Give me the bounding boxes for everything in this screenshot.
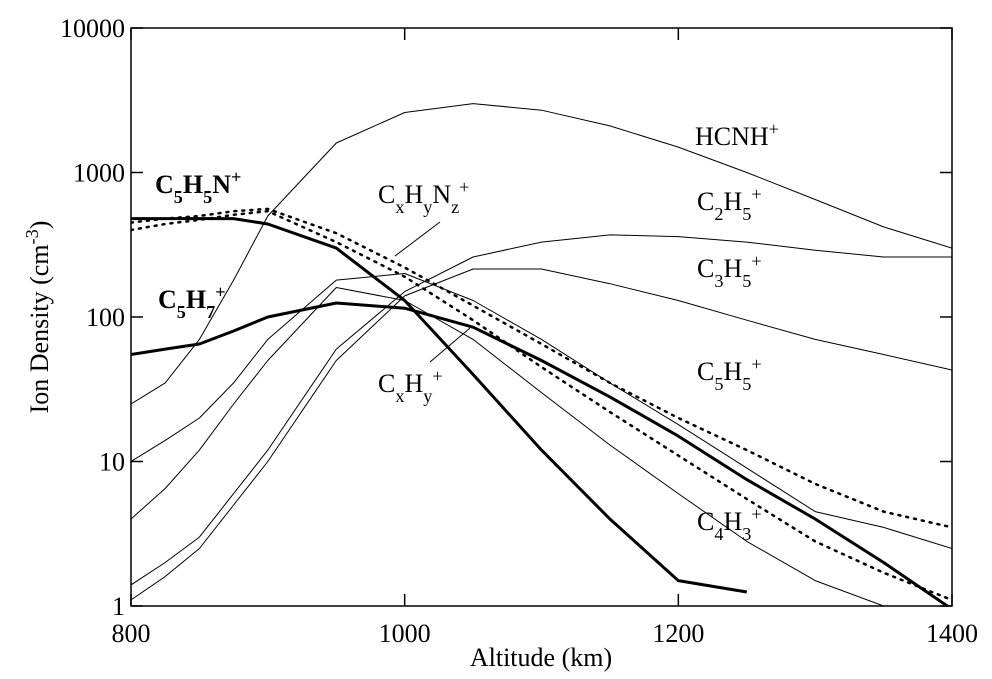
series-label: C3H5+: [697, 251, 762, 291]
series-label: HCNH+: [695, 119, 779, 151]
annotation: CxHyNz+: [378, 177, 469, 217]
series-label: C4H3+: [697, 504, 762, 544]
x-axis-label: Altitude (km): [470, 643, 612, 672]
x-tick-label: 800: [112, 619, 151, 648]
annotation: CxHy+: [378, 366, 443, 406]
y-tick-label: 10000: [60, 14, 125, 43]
series-line: [131, 217, 748, 594]
series-label: C5H5+: [697, 354, 762, 394]
x-tick-label: 1000: [379, 619, 431, 648]
series-label: C5H5N+: [155, 167, 241, 207]
series-line: [131, 301, 950, 606]
series-label: C2H5+: [697, 184, 762, 224]
series-label: C5H7+: [158, 282, 226, 322]
y-tick-label: 1000: [73, 159, 125, 188]
annotation-leader: [394, 221, 441, 257]
y-axis-label: Ion Density (cm-3): [22, 221, 54, 414]
x-tick-label: 1400: [926, 619, 978, 648]
y-tick-label: 100: [86, 303, 125, 332]
series-line: [131, 287, 884, 606]
plot-frame: [130, 27, 953, 607]
series-line: [131, 273, 952, 549]
y-tick-label: 10: [99, 448, 125, 477]
series-line: [131, 209, 952, 602]
x-tick-label: 1200: [652, 619, 704, 648]
series-line: [131, 268, 952, 601]
series-line: [131, 103, 952, 405]
annotation-leader: [429, 327, 471, 363]
y-tick-label: 1: [112, 592, 125, 621]
series-line: [131, 207, 952, 529]
series-line: [131, 234, 952, 586]
plot-lines: [131, 103, 952, 606]
